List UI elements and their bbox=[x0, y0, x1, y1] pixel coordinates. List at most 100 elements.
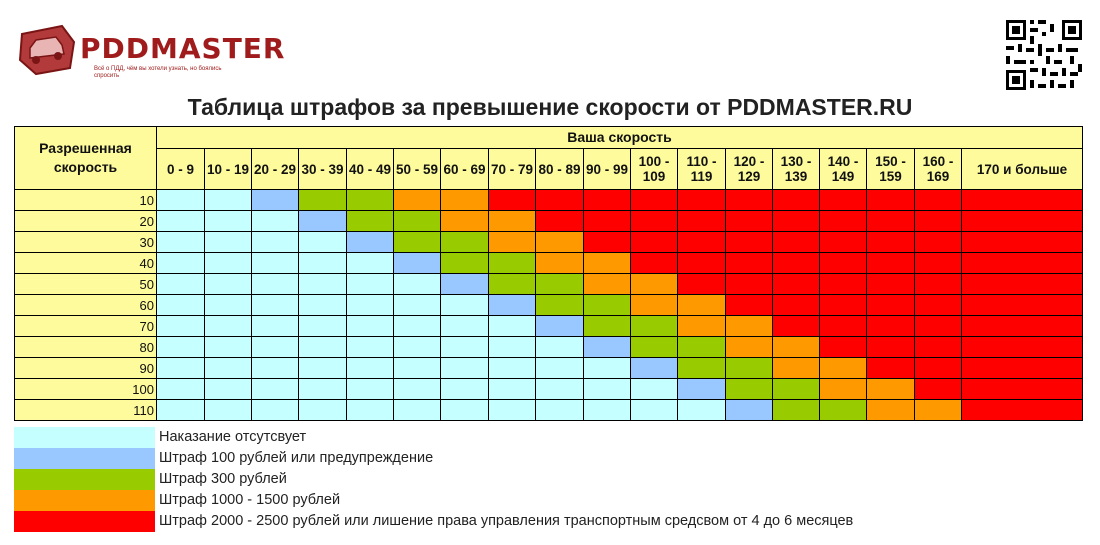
fine-level-cell bbox=[393, 357, 441, 379]
allowed-speed-header: Разрешенная скорость bbox=[14, 126, 157, 190]
fine-level-cell bbox=[677, 315, 726, 337]
fine-level-cell bbox=[298, 315, 347, 337]
fine-level-cell bbox=[866, 189, 915, 211]
fine-level-cell bbox=[488, 357, 536, 379]
fine-level-cell bbox=[440, 210, 489, 232]
fine-level-cell bbox=[346, 336, 394, 358]
fine-level-cell bbox=[583, 399, 631, 421]
fine-level-cell bbox=[535, 399, 584, 421]
legend-label: Штраф 1000 - 1500 рублей bbox=[159, 492, 341, 508]
fine-level-cell bbox=[677, 399, 726, 421]
fine-level-cell bbox=[251, 378, 299, 400]
fine-level-cell bbox=[914, 210, 962, 232]
allowed-speed-cell: 30 bbox=[14, 231, 157, 253]
fine-level-cell bbox=[866, 378, 915, 400]
fine-level-cell bbox=[440, 357, 489, 379]
fine-level-cell bbox=[772, 336, 820, 358]
legend-label: Штраф 2000 - 2500 рублей или лишение пра… bbox=[159, 513, 854, 529]
fine-level-cell bbox=[488, 273, 536, 295]
fine-level-cell bbox=[393, 336, 441, 358]
fine-level-cell bbox=[725, 357, 773, 379]
legend-swatch bbox=[14, 490, 155, 511]
fine-level-cell bbox=[677, 273, 726, 295]
fine-level-cell bbox=[440, 252, 489, 274]
fine-level-cell bbox=[346, 315, 394, 337]
allowed-speed-cell: 10 bbox=[14, 189, 157, 211]
table-row: 90 bbox=[14, 357, 1083, 379]
legend-swatch bbox=[14, 448, 155, 469]
fine-level-cell bbox=[346, 378, 394, 400]
fine-level-cell bbox=[866, 273, 915, 295]
speed-range-header: 10 - 19 bbox=[204, 148, 252, 190]
fine-level-cell bbox=[488, 210, 536, 232]
fine-level-cell bbox=[488, 378, 536, 400]
fine-level-cell bbox=[156, 252, 205, 274]
car-badge-icon bbox=[18, 24, 76, 76]
fine-level-cell bbox=[819, 189, 867, 211]
fine-level-cell bbox=[535, 231, 584, 253]
fine-level-cell bbox=[725, 252, 773, 274]
fine-level-cell bbox=[298, 273, 347, 295]
fine-level-cell bbox=[866, 252, 915, 274]
legend-swatch bbox=[14, 511, 155, 532]
fine-level-cell bbox=[914, 336, 962, 358]
fine-level-cell bbox=[156, 357, 205, 379]
fine-level-cell bbox=[866, 231, 915, 253]
fine-level-cell bbox=[298, 231, 347, 253]
speed-range-header: 70 - 79 bbox=[488, 148, 536, 190]
fine-level-cell bbox=[298, 378, 347, 400]
fine-level-cell bbox=[156, 399, 205, 421]
speed-range-header: 100 - 109 bbox=[630, 148, 678, 190]
fine-level-cell bbox=[440, 336, 489, 358]
fine-level-cell bbox=[677, 378, 726, 400]
fine-level-cell bbox=[819, 378, 867, 400]
fine-level-cell bbox=[251, 315, 299, 337]
speed-range-header: 20 - 29 bbox=[251, 148, 299, 190]
fine-level-cell bbox=[298, 294, 347, 316]
fine-level-cell bbox=[440, 378, 489, 400]
fine-level-cell bbox=[346, 357, 394, 379]
fine-level-cell bbox=[725, 210, 773, 232]
speed-range-header: 60 - 69 bbox=[440, 148, 489, 190]
fine-level-cell bbox=[583, 189, 631, 211]
legend-item: Штраф 2000 - 2500 рублей или лишение пра… bbox=[14, 511, 1094, 532]
fine-level-cell bbox=[346, 399, 394, 421]
fine-level-cell bbox=[914, 189, 962, 211]
legend-swatch bbox=[14, 427, 155, 448]
fine-level-cell bbox=[583, 315, 631, 337]
speed-ranges-row: 0 - 9 10 - 19 20 - 29 30 - 39 40 - 49 50 - 59… bbox=[15, 148, 1083, 190]
fine-level-cell bbox=[156, 273, 205, 295]
fine-level-cell bbox=[156, 210, 205, 232]
fine-level-cell bbox=[440, 399, 489, 421]
speed-range-header: 50 - 59 bbox=[393, 148, 441, 190]
fine-level-cell bbox=[677, 189, 726, 211]
fine-level-cell bbox=[204, 315, 252, 337]
fine-level-cell bbox=[204, 378, 252, 400]
allowed-speed-cell: 80 bbox=[14, 336, 157, 358]
fine-level-cell bbox=[440, 231, 489, 253]
fine-level-cell bbox=[630, 315, 678, 337]
fine-level-cell bbox=[630, 336, 678, 358]
fine-level-cell bbox=[298, 210, 347, 232]
fine-level-cell bbox=[961, 189, 1083, 211]
fine-level-cell bbox=[630, 252, 678, 274]
fine-level-cell bbox=[725, 399, 773, 421]
fine-level-cell bbox=[961, 273, 1083, 295]
fine-level-cell bbox=[819, 399, 867, 421]
speed-range-header: 120 - 129 bbox=[725, 148, 773, 190]
fine-level-cell bbox=[204, 210, 252, 232]
brand-logo: PDDMASTER Всё о ПДД, чём вы хотели узнат… bbox=[14, 22, 314, 82]
fine-level-cell bbox=[819, 294, 867, 316]
fine-level-cell bbox=[583, 273, 631, 295]
fine-level-cell bbox=[156, 336, 205, 358]
fine-level-cell bbox=[772, 252, 820, 274]
fine-level-cell bbox=[488, 252, 536, 274]
fine-level-cell bbox=[251, 399, 299, 421]
fine-level-cell bbox=[204, 336, 252, 358]
fine-level-cell bbox=[772, 378, 820, 400]
fine-level-cell bbox=[772, 189, 820, 211]
legend: Наказание отсутсвует Штраф 100 рублей или… bbox=[14, 427, 1094, 532]
fine-level-cell bbox=[630, 378, 678, 400]
speed-range-header: 170 и больше bbox=[961, 148, 1083, 190]
fine-level-cell bbox=[346, 273, 394, 295]
